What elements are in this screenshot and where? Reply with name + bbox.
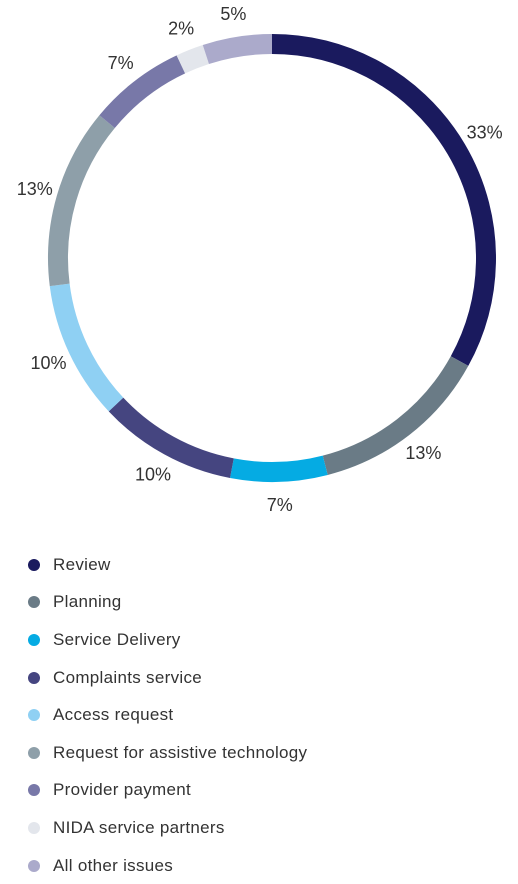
legend-swatch-icon xyxy=(28,746,40,759)
legend-item-nida-service-partners: NIDA service partners xyxy=(28,809,307,847)
legend-label: Complaints service xyxy=(53,667,203,687)
legend-item-access-request: Access request xyxy=(28,696,307,734)
slice-provider-payment xyxy=(99,55,186,129)
slice-service-delivery xyxy=(230,455,328,482)
legend-swatch-icon xyxy=(28,784,40,797)
slice-complaints-service xyxy=(108,397,234,479)
slice-label-all-other-issues: 5% xyxy=(220,4,246,24)
slice-label-service-delivery: 7% xyxy=(267,495,293,515)
slice-label-review: 33% xyxy=(467,122,503,142)
legend-label: NIDA service partners xyxy=(53,817,225,837)
legend-item-review: Review xyxy=(28,546,307,584)
legend-label: Planning xyxy=(53,592,122,612)
slice-label-provider-payment: 7% xyxy=(108,53,134,73)
slice-request-for-assistive-technology xyxy=(48,115,115,287)
legend-label: Access request xyxy=(53,705,174,725)
legend-swatch-icon xyxy=(28,821,40,834)
slice-label-nida-service-partners: 2% xyxy=(168,18,194,38)
legend-swatch-icon xyxy=(28,671,40,684)
legend-swatch-icon xyxy=(28,859,40,872)
slice-review xyxy=(271,34,496,366)
legend-swatch-icon xyxy=(28,596,40,609)
legend-label: Request for assistive technology xyxy=(53,742,308,762)
legend-item-all-other-issues: All other issues xyxy=(28,847,307,884)
slice-nida-service-partners xyxy=(176,44,210,74)
slice-labels: 33% 13% 7% 10% 10% 13% 7% 2% 5% xyxy=(17,4,503,515)
legend-label: Review xyxy=(53,554,111,574)
slice-access-request xyxy=(49,283,124,412)
legend-item-planning: Planning xyxy=(28,584,307,622)
slice-all-other-issues xyxy=(202,34,273,65)
legend: Review Planning Service Delivery Complaints… xyxy=(28,546,307,884)
legend-item-request-for-assistive-technology: Request for assistive technology xyxy=(28,734,307,772)
legend-item-service-delivery: Service Delivery xyxy=(28,621,307,659)
legend-label: All other issues xyxy=(53,855,174,875)
legend-label: Provider payment xyxy=(53,780,192,800)
legend-item-provider-payment: Provider payment xyxy=(28,772,307,810)
legend-swatch-icon xyxy=(28,633,40,646)
slice-planning xyxy=(322,356,469,475)
slice-label-complaints-service: 10% xyxy=(135,464,171,484)
slice-label-access-request: 10% xyxy=(30,353,66,373)
slice-label-request-for-assistive-technology: 13% xyxy=(17,179,53,199)
donut-slices xyxy=(48,34,496,482)
legend-label: Service Delivery xyxy=(53,629,181,649)
slice-label-planning: 13% xyxy=(405,443,441,463)
donut-chart: 33% 13% 7% 10% 10% 13% 7% 2% 5% xyxy=(17,4,503,515)
legend-item-complaints-service: Complaints service xyxy=(28,659,307,697)
legend-swatch-icon xyxy=(28,709,40,722)
legend-swatch-icon xyxy=(28,558,40,571)
